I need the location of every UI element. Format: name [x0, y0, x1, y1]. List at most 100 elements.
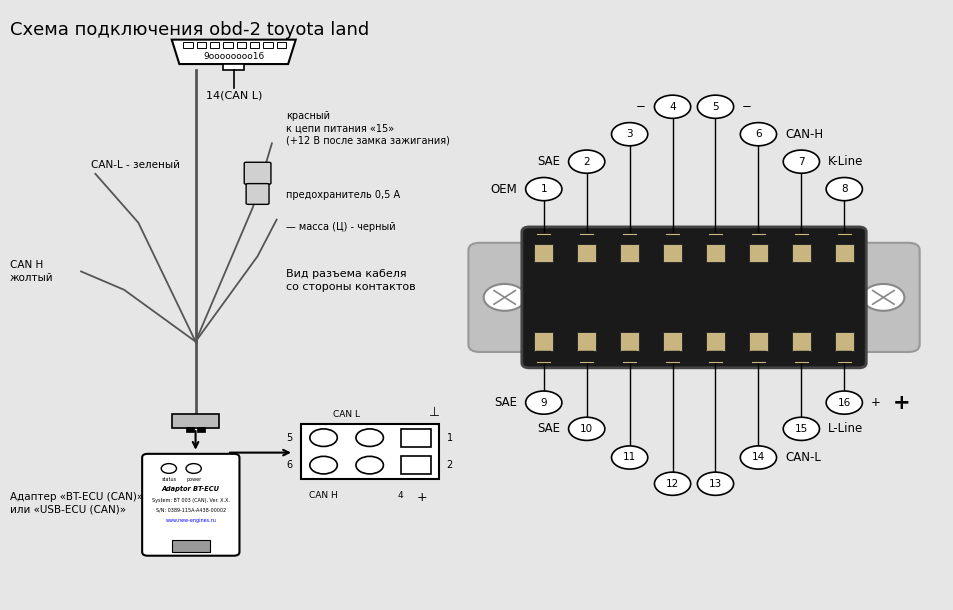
Bar: [793, 351, 808, 363]
Bar: [186, 427, 193, 432]
FancyBboxPatch shape: [244, 162, 271, 184]
Circle shape: [161, 464, 176, 473]
Circle shape: [483, 284, 525, 311]
Text: 9oooooooo16: 9oooooooo16: [203, 52, 264, 61]
Text: 6: 6: [287, 460, 293, 470]
Text: 11: 11: [622, 453, 636, 462]
Circle shape: [825, 178, 862, 201]
Circle shape: [310, 456, 337, 474]
Text: status: status: [161, 477, 176, 482]
Text: CAN H: CAN H: [309, 491, 337, 500]
Bar: [534, 332, 553, 351]
Circle shape: [568, 417, 604, 440]
Bar: [662, 244, 681, 262]
Circle shape: [740, 446, 776, 469]
Text: 14: 14: [751, 453, 764, 462]
Text: 1: 1: [540, 184, 546, 194]
Bar: [750, 233, 765, 244]
Text: 15: 15: [794, 424, 807, 434]
Text: Adaptor BT-ECU: Adaptor BT-ECU: [162, 486, 219, 492]
Circle shape: [525, 391, 561, 414]
Bar: [172, 414, 219, 428]
Bar: [707, 233, 722, 244]
Bar: [578, 233, 594, 244]
Text: 6: 6: [755, 129, 760, 139]
Bar: [834, 244, 853, 262]
Text: 12: 12: [665, 479, 679, 489]
Bar: [236, 42, 246, 48]
Bar: [750, 351, 765, 363]
Text: +: +: [892, 393, 909, 412]
FancyBboxPatch shape: [521, 227, 865, 368]
Text: 4: 4: [669, 102, 675, 112]
Text: OEM: OEM: [490, 182, 517, 196]
FancyBboxPatch shape: [846, 243, 919, 352]
Bar: [172, 540, 210, 552]
Bar: [791, 244, 810, 262]
Bar: [619, 244, 639, 262]
Bar: [621, 351, 637, 363]
Circle shape: [186, 464, 201, 473]
Bar: [621, 233, 637, 244]
Text: 16: 16: [837, 398, 850, 407]
Text: Схема подключения obd-2 toyota land: Схема подключения obd-2 toyota land: [10, 21, 369, 40]
Text: 4: 4: [397, 491, 403, 500]
Text: CAN-H: CAN-H: [784, 127, 822, 141]
Bar: [210, 42, 219, 48]
Bar: [300, 424, 438, 479]
Bar: [705, 332, 724, 351]
Bar: [836, 233, 851, 244]
Text: 8: 8: [841, 184, 846, 194]
Bar: [223, 64, 244, 70]
Text: 5: 5: [712, 102, 718, 112]
Text: S/N: 0389-115A-A438-00002: S/N: 0389-115A-A438-00002: [155, 508, 226, 513]
Circle shape: [568, 150, 604, 173]
Text: K-Line: K-Line: [827, 155, 862, 168]
Circle shape: [355, 456, 383, 474]
Text: CAN L: CAN L: [333, 410, 359, 419]
Bar: [664, 351, 679, 363]
Bar: [536, 233, 551, 244]
Text: L-Line: L-Line: [827, 422, 862, 436]
Circle shape: [782, 150, 819, 173]
Text: −: −: [741, 100, 751, 113]
Text: 14(CAN L): 14(CAN L): [205, 90, 262, 100]
Text: 2: 2: [446, 460, 453, 470]
Text: CAN-L - зеленый: CAN-L - зеленый: [91, 160, 179, 170]
Text: Вид разъема кабеля
со стороны контактов: Вид разъема кабеля со стороны контактов: [286, 270, 416, 292]
Bar: [223, 42, 233, 48]
Bar: [664, 233, 679, 244]
Circle shape: [697, 472, 733, 495]
Text: +: +: [870, 396, 880, 409]
Text: Адаптер «BT-ECU (CAN)»
или «USB-ECU (CAN)»: Адаптер «BT-ECU (CAN)» или «USB-ECU (CAN…: [10, 492, 143, 515]
Circle shape: [740, 123, 776, 146]
Bar: [791, 332, 810, 351]
Bar: [577, 244, 596, 262]
Bar: [748, 244, 767, 262]
FancyBboxPatch shape: [468, 243, 540, 352]
Bar: [748, 332, 767, 351]
Text: SAE: SAE: [537, 422, 559, 436]
Bar: [536, 351, 551, 363]
Bar: [400, 456, 431, 474]
FancyBboxPatch shape: [246, 184, 269, 204]
Text: 7: 7: [798, 157, 803, 167]
Bar: [197, 427, 205, 432]
Circle shape: [525, 178, 561, 201]
Circle shape: [611, 446, 647, 469]
Circle shape: [654, 95, 690, 118]
FancyBboxPatch shape: [142, 454, 239, 556]
Bar: [707, 351, 722, 363]
Bar: [578, 351, 594, 363]
Circle shape: [310, 429, 337, 447]
Text: System: BT 003 (CAN), Ver. X.X.: System: BT 003 (CAN), Ver. X.X.: [152, 498, 230, 503]
Text: красный
к цепи питания «15»
(+12 В после замка зажигания): красный к цепи питания «15» (+12 В после…: [286, 110, 450, 146]
Text: 9: 9: [540, 398, 546, 407]
Text: www.new-engines.ru: www.new-engines.ru: [165, 518, 216, 523]
Text: ⊥: ⊥: [428, 406, 439, 419]
Bar: [836, 351, 851, 363]
Bar: [263, 42, 273, 48]
Text: 2: 2: [583, 157, 589, 167]
Bar: [577, 332, 596, 351]
Bar: [705, 244, 724, 262]
